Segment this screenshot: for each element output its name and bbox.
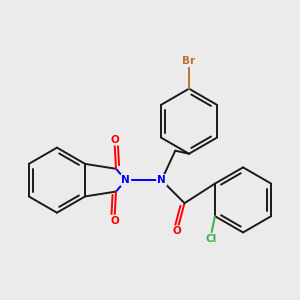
Text: O: O [110, 216, 119, 226]
Text: O: O [172, 226, 181, 236]
Text: N: N [157, 175, 166, 185]
Text: O: O [110, 134, 119, 145]
Text: N: N [122, 175, 130, 185]
Text: Cl: Cl [206, 234, 217, 244]
Text: Br: Br [182, 56, 196, 66]
